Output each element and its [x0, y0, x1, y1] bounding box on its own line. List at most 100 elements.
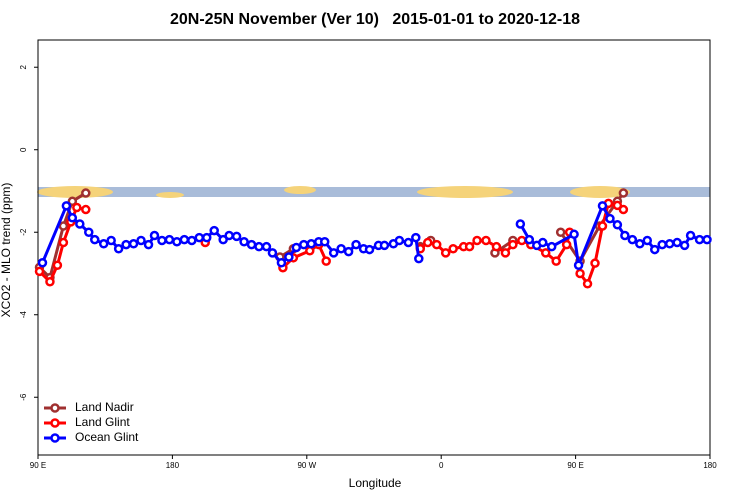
data-point — [267, 248, 278, 258]
data-point — [136, 235, 146, 246]
data-point — [517, 235, 527, 246]
data-point — [89, 234, 100, 245]
data-point — [423, 237, 433, 248]
data-point — [291, 242, 302, 253]
data-point — [672, 237, 682, 248]
data-point — [128, 239, 139, 249]
legend-label: Land Nadir — [75, 400, 134, 414]
data-point — [561, 239, 572, 250]
data-point — [209, 225, 219, 236]
data-point — [597, 221, 608, 231]
map-land — [417, 186, 513, 198]
data-point — [612, 200, 623, 211]
data-point — [464, 241, 475, 252]
data-point — [246, 239, 257, 250]
map-land — [284, 186, 316, 194]
y-axis-label: XCO2 - MLO trend (ppm) — [0, 183, 13, 318]
data-point — [403, 237, 414, 248]
data-point — [276, 258, 287, 268]
data-point — [694, 234, 705, 245]
data-point — [58, 237, 69, 248]
data-point — [81, 188, 91, 198]
map-land — [570, 186, 630, 198]
data-point — [45, 276, 55, 287]
data-point — [411, 232, 421, 243]
data-point — [605, 213, 615, 224]
data-point — [618, 204, 629, 215]
data-point — [299, 239, 309, 250]
data-point — [231, 231, 242, 242]
data-point — [34, 266, 45, 277]
data-point — [343, 246, 354, 257]
data-point — [679, 240, 690, 251]
data-point — [67, 196, 78, 207]
data-point — [321, 256, 331, 266]
data-point — [569, 229, 579, 240]
y-tick-label: -2 — [19, 228, 28, 236]
data-point — [500, 248, 511, 258]
legend-marker — [50, 418, 60, 428]
data-point — [664, 239, 675, 249]
data-point — [149, 230, 160, 241]
data-point — [481, 235, 491, 246]
data-point — [224, 230, 234, 241]
data-point — [448, 243, 458, 254]
data-point — [98, 239, 109, 249]
data-point — [75, 219, 85, 229]
data-point — [37, 258, 48, 268]
data-point — [164, 234, 175, 245]
data-point — [620, 230, 630, 241]
data-point — [319, 236, 330, 247]
x-axis-label: Longitude — [349, 476, 402, 490]
x-tick-label: 90 E — [30, 461, 46, 470]
data-point — [524, 234, 535, 245]
data-point — [414, 253, 424, 264]
data-point — [575, 268, 585, 279]
data-point — [508, 239, 518, 250]
data-point — [106, 235, 116, 246]
data-point — [364, 244, 375, 255]
data-point — [201, 232, 212, 243]
map-land — [156, 192, 184, 198]
data-point — [590, 258, 600, 268]
data-point — [472, 235, 482, 246]
data-point — [113, 243, 124, 254]
plot-frame — [37, 39, 711, 456]
data-point — [254, 241, 264, 252]
data-point — [582, 279, 593, 289]
x-tick-label: 180 — [703, 461, 717, 470]
data-point — [328, 248, 339, 258]
data-point — [612, 220, 623, 230]
data-point — [179, 234, 190, 245]
data-point — [336, 243, 346, 254]
map-land — [37, 186, 113, 198]
data-point — [627, 234, 638, 245]
data-point — [52, 260, 63, 270]
data-point — [551, 256, 561, 266]
x-tick-label: 0 — [439, 461, 444, 470]
chart-title: 20N-25N November (Ver 10) 2015-01-01 to … — [170, 11, 580, 28]
data-point — [121, 239, 131, 250]
y-tick-label: -6 — [19, 393, 28, 401]
data-point — [657, 239, 667, 250]
data-point — [642, 235, 653, 246]
legend-marker — [50, 403, 60, 413]
data-point — [546, 241, 557, 252]
data-point — [67, 213, 78, 223]
x-tick-label: 90 E — [567, 461, 583, 470]
data-point — [261, 241, 272, 252]
data-point — [61, 201, 72, 211]
data-point — [537, 237, 548, 248]
data-point — [597, 201, 608, 211]
data-point — [379, 240, 390, 251]
data-point — [157, 235, 167, 246]
legend-marker — [50, 433, 60, 443]
data-point — [618, 188, 629, 198]
x-tick-label: 90 W — [297, 461, 316, 470]
y-tick-label: 0 — [19, 147, 28, 152]
map-ocean — [38, 187, 710, 197]
data-point — [218, 234, 228, 245]
x-tick-label: 180 — [166, 461, 180, 470]
